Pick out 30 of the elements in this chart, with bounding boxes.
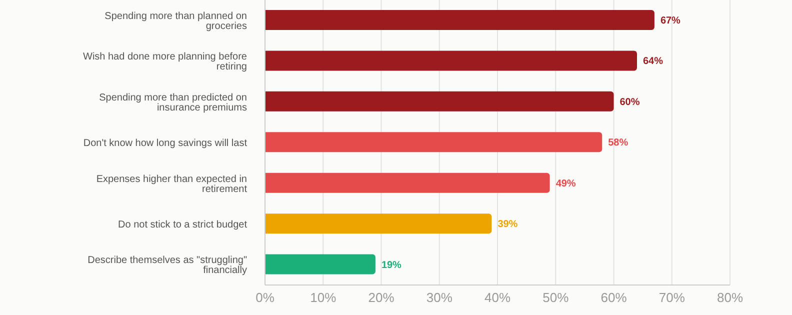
data-label: 67% xyxy=(660,16,681,26)
x-tick-label: 30% xyxy=(426,290,453,306)
y-tick-label: Don't know how long savings will last xyxy=(83,138,248,150)
y-tick-label: Describe themselves as "struggling" financially xyxy=(88,255,248,276)
data-label: 58% xyxy=(608,138,628,149)
x-tick-label: 0% xyxy=(256,290,275,306)
y-tick-label: Spending more than predicted on insurance premiums xyxy=(99,92,247,114)
x-tick-label: 40% xyxy=(484,290,511,306)
data-label: 19% xyxy=(381,260,402,271)
x-tick-label: 10% xyxy=(310,290,337,306)
bar xyxy=(265,214,492,234)
bar xyxy=(265,10,654,30)
y-tick-label: Expenses higher than expected in retirement xyxy=(96,174,248,195)
x-tick-label: 50% xyxy=(542,290,570,306)
data-label: 49% xyxy=(556,178,576,190)
x-tick-label: 70% xyxy=(658,290,686,306)
bar xyxy=(265,50,637,71)
bar xyxy=(265,91,614,112)
bar xyxy=(265,132,602,152)
y-tick-label: Spending more than planned on groceries xyxy=(104,10,247,32)
x-tick-label: 60% xyxy=(600,290,628,306)
data-label: 39% xyxy=(498,219,518,230)
data-label: 60% xyxy=(620,96,640,108)
bar xyxy=(265,254,376,274)
y-tick-label: Wish had done more planning before retiring xyxy=(83,52,248,73)
x-tick-label: 80% xyxy=(716,290,744,306)
bar xyxy=(265,172,550,193)
y-tick-label: Do not stick to a strict budget xyxy=(118,219,248,230)
x-tick-label: 20% xyxy=(368,290,395,306)
data-label: 64% xyxy=(643,56,664,68)
